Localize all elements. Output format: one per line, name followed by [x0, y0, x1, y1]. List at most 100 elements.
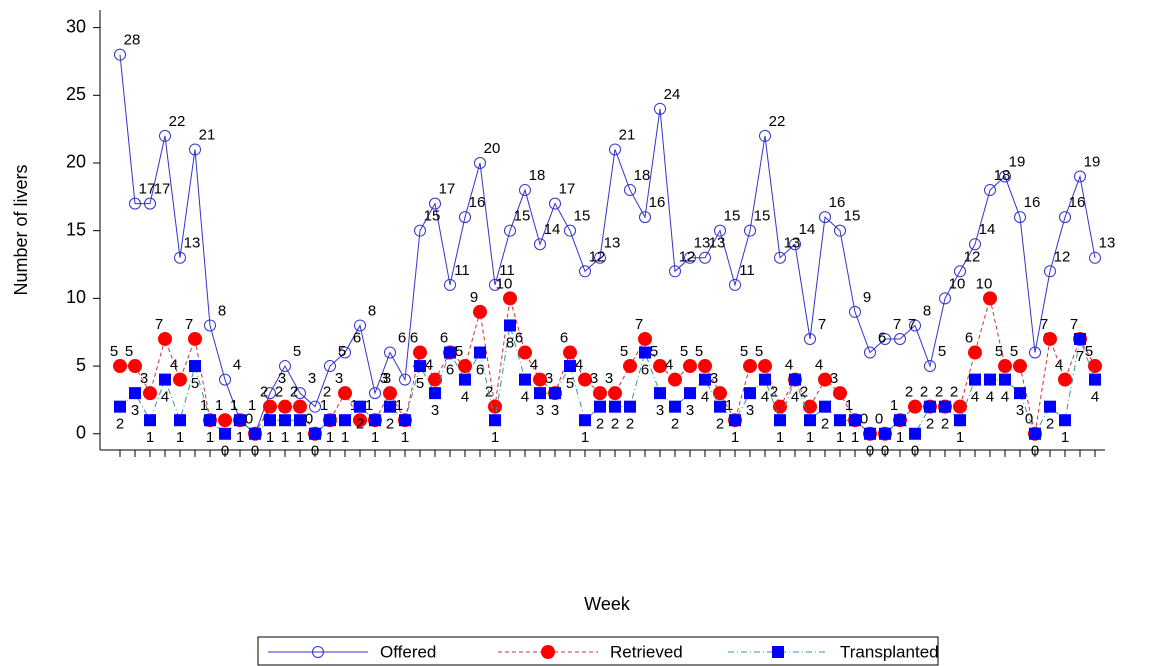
marker — [819, 400, 831, 413]
marker — [459, 211, 471, 224]
marker — [998, 359, 1012, 374]
marker — [983, 291, 997, 306]
data-label: 10 — [949, 275, 966, 292]
data-label: 6 — [446, 361, 454, 378]
data-label: 14 — [979, 221, 996, 238]
marker — [984, 184, 996, 197]
data-label: 3 — [308, 370, 316, 387]
series-line — [120, 298, 1096, 435]
marker — [984, 373, 996, 386]
data-label: 8 — [506, 334, 514, 351]
marker — [459, 373, 471, 386]
data-label: 0 — [866, 443, 874, 460]
data-label: 3 — [551, 402, 559, 419]
marker — [369, 387, 381, 400]
data-label: 7 — [155, 316, 163, 333]
marker — [413, 345, 427, 360]
x-axis-title: Week — [584, 594, 631, 614]
data-label: 5 — [293, 343, 301, 360]
marker — [954, 414, 966, 427]
data-label: 7 — [635, 316, 643, 333]
data-label: 7 — [908, 316, 916, 333]
data-label: 14 — [544, 221, 561, 238]
marker — [384, 346, 396, 359]
marker — [1074, 332, 1086, 345]
marker — [833, 386, 847, 401]
marker — [849, 414, 861, 427]
data-label: 10 — [976, 275, 993, 292]
data-label: 6 — [476, 361, 484, 378]
data-label: 1 — [146, 429, 154, 446]
data-label: 12 — [1054, 248, 1071, 265]
data-label: 1 — [248, 397, 256, 414]
data-label: 4 — [1001, 389, 1009, 406]
marker — [309, 427, 321, 440]
data-label: 16 — [1069, 194, 1086, 211]
marker — [444, 278, 456, 291]
legend-label: Offered — [380, 642, 436, 661]
data-label: 15 — [844, 208, 861, 225]
marker — [1014, 211, 1026, 224]
data-label: 1 — [230, 397, 238, 414]
data-label: 0 — [1031, 443, 1039, 460]
marker — [519, 373, 531, 386]
marker — [969, 373, 981, 386]
data-label: 1 — [401, 429, 409, 446]
marker — [503, 291, 517, 306]
marker — [774, 414, 786, 427]
data-label: 1 — [836, 429, 844, 446]
data-label: 3 — [686, 402, 694, 419]
marker — [758, 359, 772, 374]
data-label: 3 — [335, 370, 343, 387]
data-label: 0 — [881, 443, 889, 460]
y-tick-label: 20 — [66, 152, 86, 172]
marker — [578, 372, 592, 387]
marker — [1058, 372, 1072, 387]
marker — [1029, 427, 1041, 440]
marker — [564, 224, 576, 237]
data-label: 3 — [710, 370, 718, 387]
data-label: 2 — [671, 416, 679, 433]
marker — [563, 345, 577, 360]
marker — [534, 238, 546, 251]
data-label: 4 — [785, 357, 793, 374]
marker — [714, 400, 726, 413]
marker — [789, 238, 801, 251]
marker — [144, 197, 156, 210]
marker — [924, 360, 936, 373]
marker — [113, 359, 127, 374]
legend-box — [257, 636, 939, 666]
data-label: 15 — [514, 208, 531, 225]
data-label: 5 — [110, 343, 118, 360]
marker — [353, 413, 367, 428]
marker — [699, 251, 711, 264]
marker — [444, 346, 456, 359]
data-label: 9 — [863, 289, 871, 306]
data-label: 2 — [920, 384, 928, 401]
data-label: 22 — [769, 113, 786, 130]
data-label: 0 — [875, 411, 883, 428]
data-label: 6 — [965, 329, 973, 346]
marker — [399, 414, 411, 427]
data-label: 19 — [1084, 153, 1101, 170]
marker — [638, 331, 652, 346]
marker — [864, 427, 876, 440]
marker — [1043, 331, 1057, 346]
data-label: 16 — [1024, 194, 1041, 211]
data-label: 2 — [716, 416, 724, 433]
data-label: 2 — [950, 384, 958, 401]
data-label: 16 — [649, 194, 666, 211]
marker — [129, 197, 141, 210]
marker — [894, 414, 906, 427]
data-label: 21 — [199, 126, 216, 143]
data-label: 0 — [305, 411, 313, 428]
marker — [414, 224, 426, 237]
data-label: 17 — [439, 181, 456, 198]
marker — [669, 265, 681, 278]
marker — [624, 184, 636, 197]
data-label: 2 — [386, 416, 394, 433]
marker — [279, 414, 291, 427]
data-label: 5 — [620, 343, 628, 360]
marker — [653, 359, 667, 374]
marker — [1074, 170, 1086, 183]
